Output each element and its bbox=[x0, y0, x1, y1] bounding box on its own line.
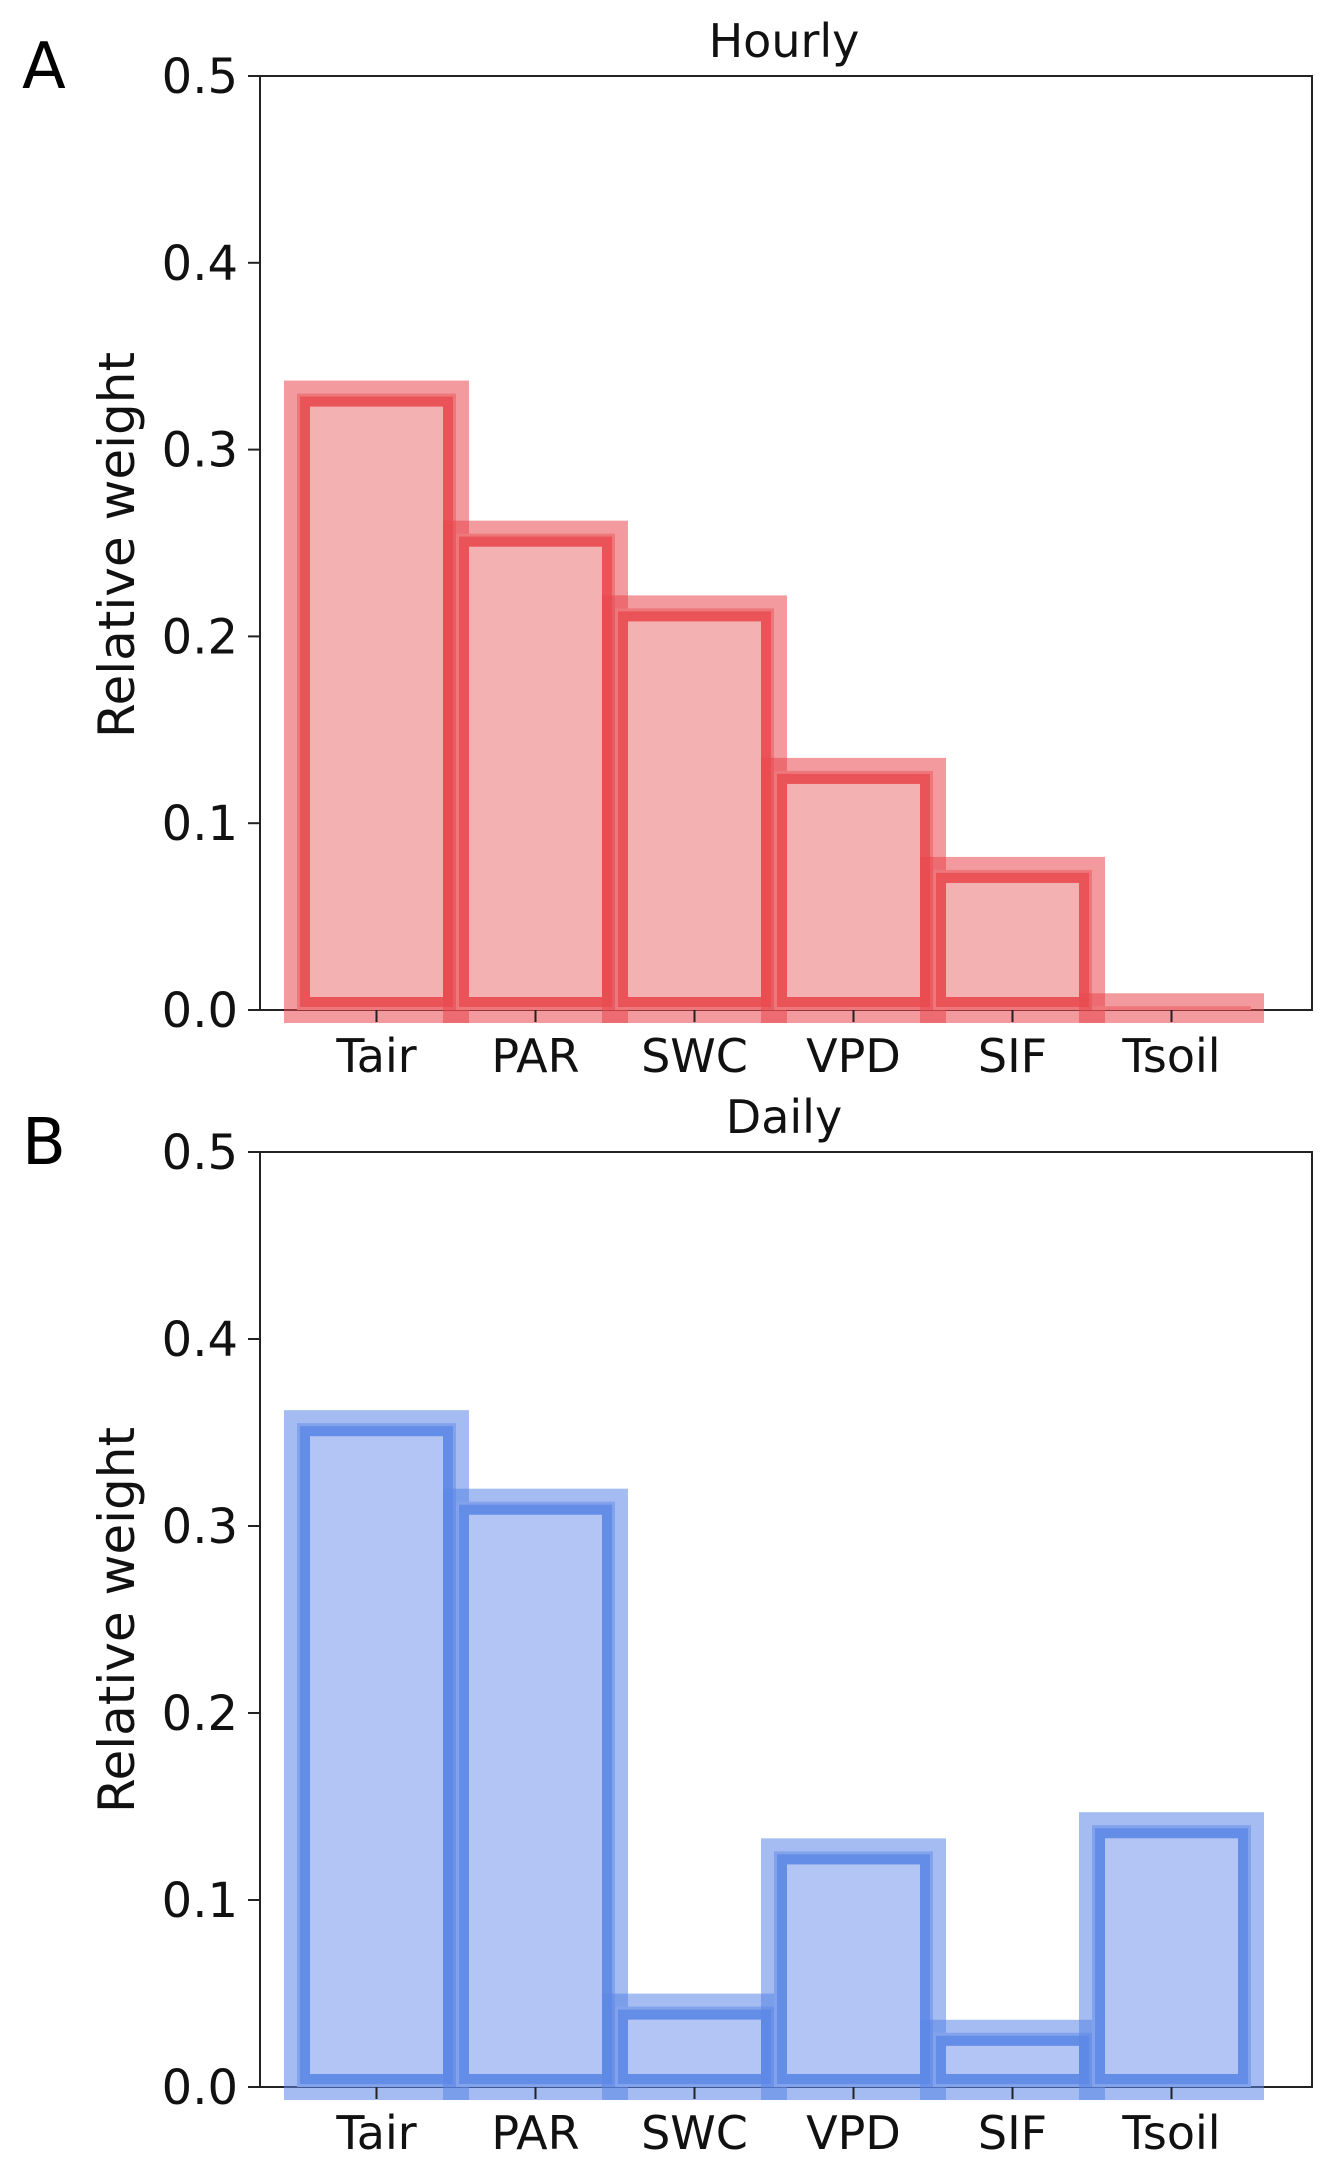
y-tick-label: 0.4 bbox=[162, 236, 238, 292]
bar-vpd-hourly bbox=[761, 757, 946, 1023]
bar-outline-swc-daily bbox=[618, 2009, 771, 2084]
x-tick-label-par: PAR bbox=[491, 1029, 579, 1083]
bar-outline-par-hourly bbox=[459, 536, 612, 1007]
x-tick-label-tair: Tair bbox=[335, 1029, 416, 1083]
x-tick-label-tsoil: Tsoil bbox=[1121, 2106, 1220, 2160]
y-tick-label: 0.2 bbox=[162, 609, 238, 665]
bar-vpd-daily bbox=[761, 1838, 946, 2100]
bar-par-hourly bbox=[443, 520, 628, 1023]
x-tick-label-swc: SWC bbox=[641, 2106, 748, 2160]
bar-par-daily bbox=[443, 1488, 628, 2100]
y-axis-label-daily: Relative weight bbox=[88, 1427, 146, 1813]
panel-letter-a: A bbox=[22, 30, 66, 104]
bar-tair-hourly bbox=[284, 380, 469, 1023]
y-tick-label: 0.1 bbox=[162, 796, 238, 852]
x-tick-label-sif: SIF bbox=[978, 1029, 1047, 1083]
bar-outline-sif-hourly bbox=[936, 872, 1089, 1008]
bar-outline-tair-hourly bbox=[300, 396, 453, 1007]
x-tick-label-vpd: VPD bbox=[806, 1029, 901, 1083]
y-tick-label: 0.2 bbox=[162, 1686, 238, 1742]
panel-letter-b: B bbox=[22, 1106, 66, 1180]
x-tick-label-par: PAR bbox=[491, 2106, 579, 2160]
bar-tair-daily bbox=[284, 1410, 469, 2100]
y-tick-label: 0.1 bbox=[162, 1873, 238, 1929]
y-tick-label: 0.4 bbox=[162, 1312, 238, 1368]
bar-outline-vpd-daily bbox=[777, 1854, 930, 2084]
plot-area-hourly: 0.0 0.1 0.2 0.3 0.4 0.5 Tair PAR SWC VPD SIF Tsoil bbox=[162, 49, 1313, 1083]
panel-hourly: A Hourly Relative weight 0.0 0.1 0.2 0.3 0.4… bbox=[22, 14, 1313, 1083]
bar-tsoil-daily bbox=[1079, 1812, 1264, 2100]
plot-area-daily: 0.0 0.1 0.2 0.3 0.4 0.5 Tair PAR SWC VPD SIF Tsoil bbox=[162, 1125, 1313, 2160]
bar-outline-vpd-hourly bbox=[777, 773, 930, 1007]
x-tick-label-vpd: VPD bbox=[806, 2106, 901, 2160]
bar-outline-swc-hourly bbox=[618, 611, 771, 1007]
chart-title-hourly: Hourly bbox=[709, 14, 860, 68]
x-tick-label-sif: SIF bbox=[978, 2106, 1047, 2160]
panel-daily: B Daily Relative weight 0.00.10.20.30.40… bbox=[22, 1090, 1313, 2160]
bar-outline-sif-daily bbox=[936, 2035, 1089, 2085]
bar-outline-tsoil-daily bbox=[1095, 1828, 1248, 2084]
bar-sif-hourly bbox=[920, 856, 1105, 1024]
bar-swc-hourly bbox=[602, 595, 787, 1023]
y-tick-label: 0.0 bbox=[162, 2060, 238, 2116]
y-tick-label: 0.5 bbox=[162, 49, 238, 105]
y-tick-label: 0.0 bbox=[162, 983, 238, 1039]
chart-title-daily: Daily bbox=[726, 1090, 842, 1144]
y-axis-label-hourly: Relative weight bbox=[88, 352, 146, 738]
y-tick-label: 0.3 bbox=[162, 1499, 238, 1555]
y-tick-label: 0.5 bbox=[162, 1125, 238, 1181]
x-tick-label-tair: Tair bbox=[335, 2106, 416, 2160]
x-tick-label-swc: SWC bbox=[641, 1029, 748, 1083]
y-tick-label: 0.3 bbox=[162, 423, 238, 479]
x-tick-label-tsoil: Tsoil bbox=[1121, 1029, 1220, 1083]
bar-tsoil-hourly bbox=[1079, 993, 1264, 1023]
bar-outline-tair-daily bbox=[300, 1426, 453, 2084]
bar-outline-par-daily bbox=[459, 1504, 612, 2084]
